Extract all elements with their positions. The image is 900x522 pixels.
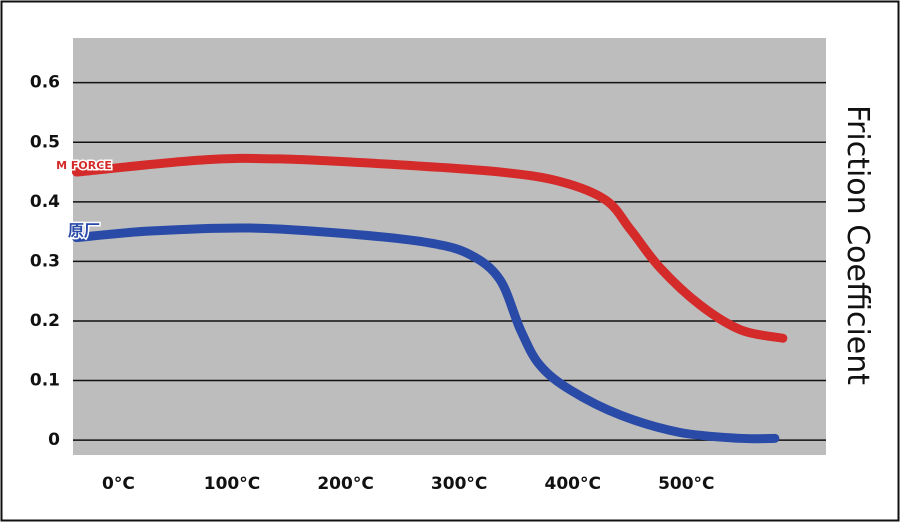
x-tick-label: 200°C <box>317 474 373 494</box>
y-tick-label: 0.2 <box>30 311 60 331</box>
y-axis-label: Friction Coefficient <box>840 105 875 385</box>
y-tick-label: 0 <box>48 430 60 450</box>
y-tick-label: 0.5 <box>30 132 60 152</box>
series-label: M FORCE <box>56 159 112 172</box>
line <box>71 153 788 343</box>
x-tick-label: 500°C <box>658 474 714 494</box>
x-tick-label: 400°C <box>544 474 600 494</box>
y-tick-label: 0.6 <box>30 73 60 93</box>
x-tick-label: 0°C <box>102 474 135 494</box>
x-tick-label: 100°C <box>204 474 260 494</box>
y-tick-label: 0.1 <box>30 371 60 391</box>
line <box>71 223 780 444</box>
series-label: 原厂 <box>68 221 100 240</box>
x-tick-label: 300°C <box>431 474 487 494</box>
y-tick-label: 0.3 <box>30 251 60 271</box>
y-tick-label: 0.4 <box>30 192 60 212</box>
